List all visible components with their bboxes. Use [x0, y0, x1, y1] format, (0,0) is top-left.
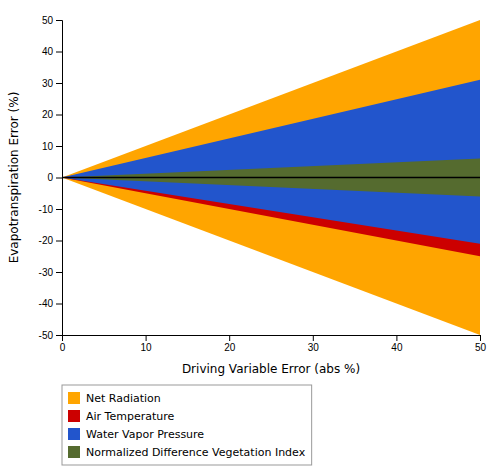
- y-tick-mark: [56, 20, 62, 21]
- y-tick: -30: [39, 267, 62, 278]
- y-tick-label: -50: [39, 330, 54, 341]
- x-tick: 0: [60, 335, 66, 353]
- x-tick-label: 10: [141, 342, 153, 353]
- y-tick-mark: [56, 335, 62, 336]
- legend-swatch: [68, 446, 80, 458]
- chart-svg: 0 10 20 30 40 50 -50 -40 -30 -20 -10 0 10 20 30 40 50 Dri…: [0, 0, 500, 470]
- y-tick-mark: [56, 241, 62, 242]
- y-tick-mark: [56, 178, 62, 179]
- y-tick-mark: [56, 83, 62, 84]
- x-tick-label: 40: [391, 342, 403, 353]
- plot: 0 10 20 30 40 50 -50 -40 -30 -20 -10 0 10 20 30 40 50 Dri…: [7, 15, 486, 465]
- y-tick-mark: [56, 52, 62, 53]
- x-tick-label: 20: [224, 342, 236, 353]
- band-area: [62, 159, 480, 197]
- y-tick: 30: [42, 78, 62, 89]
- legend-label: Air Temperature: [86, 410, 175, 423]
- x-tick-label: 50: [475, 342, 487, 353]
- legend-label: Water Vapor Pressure: [86, 428, 204, 441]
- legend-item: Air Temperature: [68, 410, 175, 423]
- legend-swatch: [68, 392, 80, 404]
- legend-item: Net Radiation: [68, 392, 161, 405]
- band-area: [62, 80, 480, 244]
- y-tick: -40: [39, 298, 62, 309]
- y-tick-mark: [56, 272, 62, 273]
- y-tick-label: 30: [42, 78, 54, 89]
- legend-swatch: [68, 410, 80, 422]
- y-tick: 40: [42, 46, 62, 57]
- y-tick: -20: [39, 235, 62, 246]
- x-axis-title: Driving Variable Error (abs %): [182, 362, 360, 376]
- y-axis: -50 -40 -30 -20 -10 0 10 20 30 40 50: [39, 15, 63, 341]
- x-axis: 0 10 20 30 40 50: [60, 335, 487, 353]
- legend-item: Water Vapor Pressure: [68, 428, 204, 441]
- y-tick: -50: [39, 330, 62, 341]
- y-tick-label: 40: [42, 46, 54, 57]
- y-axis-title: Evapotranspiration Error (%): [7, 92, 21, 264]
- x-tick-label: 0: [60, 342, 66, 353]
- x-tick-mark: [229, 335, 230, 341]
- y-tick-label: 50: [42, 15, 54, 26]
- x-axis-line: [63, 336, 481, 342]
- legend-item: Normalized Difference Vegetation Index: [68, 446, 306, 459]
- y-tick-label: -40: [39, 298, 54, 309]
- x-tick-mark: [396, 335, 397, 341]
- y-tick: 0: [47, 172, 62, 183]
- y-tick-mark: [56, 146, 62, 147]
- x-tick: 20: [224, 335, 236, 353]
- x-tick: 50: [475, 335, 487, 353]
- y-tick-label: -10: [39, 204, 54, 215]
- legend-label: Normalized Difference Vegetation Index: [86, 446, 306, 459]
- y-tick: -10: [39, 204, 62, 215]
- x-tick: 30: [308, 335, 320, 353]
- x-tick-label: 30: [308, 342, 320, 353]
- y-tick-label: 20: [42, 109, 54, 120]
- y-tick-label: -20: [39, 235, 54, 246]
- y-tick: 20: [42, 109, 62, 120]
- y-tick-label: -30: [39, 267, 54, 278]
- y-tick: 50: [42, 15, 62, 26]
- legend-swatch: [68, 428, 80, 440]
- x-tick-mark: [313, 335, 314, 341]
- y-tick-label: 0: [47, 172, 53, 183]
- band-area: [62, 20, 480, 335]
- x-tick-mark: [480, 335, 481, 341]
- x-tick-mark: [146, 335, 147, 341]
- chart-container: 0 10 20 30 40 50 -50 -40 -30 -20 -10 0 10 20 30 40 50 Dri…: [0, 0, 500, 470]
- y-tick-mark: [56, 209, 62, 210]
- legend-label: Net Radiation: [86, 392, 161, 405]
- y-axis-line: [56, 21, 63, 336]
- y-tick-mark: [56, 115, 62, 116]
- y-tick-mark: [56, 304, 62, 305]
- y-tick-label: 10: [42, 141, 54, 152]
- legend: Net Radiation Air Temperature Water Vapor …: [62, 385, 312, 465]
- x-tick: 40: [391, 335, 403, 353]
- legend-frame: [62, 385, 312, 465]
- y-tick: 10: [42, 141, 62, 152]
- reference-line: [62, 177, 480, 179]
- marks: [62, 20, 480, 335]
- x-tick: 10: [141, 335, 153, 353]
